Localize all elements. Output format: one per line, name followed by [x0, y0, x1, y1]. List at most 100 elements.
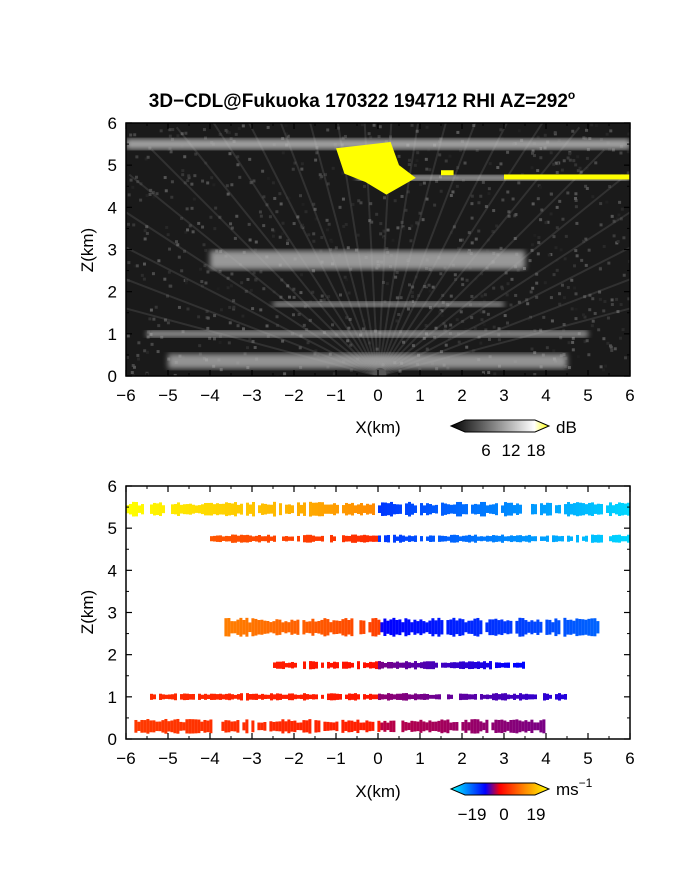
backscatter-noise-pixel: [587, 248, 591, 252]
backscatter-noise-pixel: [437, 305, 441, 309]
backscatter-noise-pixel: [145, 225, 149, 229]
backscatter-noise-pixel: [312, 202, 316, 206]
backscatter-noise-pixel: [281, 232, 285, 236]
backscatter-noise-pixel: [582, 239, 586, 243]
backscatter-noise-pixel: [449, 323, 453, 327]
velocity-pixel: [290, 721, 294, 732]
velocity-pixel: [444, 536, 447, 542]
backscatter-noise-pixel: [393, 199, 397, 203]
backscatter-colorbar-bar: [449, 419, 551, 433]
backscatter-noise-pixel: [218, 269, 222, 273]
backscatter-noise-pixel: [487, 371, 491, 375]
backscatter-noise-pixel: [144, 157, 148, 161]
velocity-ylabel: Z(km): [78, 590, 97, 634]
velocity-pixel: [219, 535, 222, 543]
backscatter-noise-pixel: [341, 136, 345, 140]
backscatter-noise-pixel: [301, 225, 305, 229]
velocity-pixel: [594, 535, 597, 543]
backscatter-noise-pixel: [168, 134, 172, 138]
backscatter-noise-pixel: [201, 179, 205, 183]
velocity-pixel: [303, 661, 306, 669]
backscatter-noise-pixel: [602, 244, 606, 248]
velocity-pixel: [470, 620, 474, 634]
backscatter-noise-pixel: [349, 368, 353, 372]
velocity-pixel: [587, 618, 591, 636]
velocity-pixel: [233, 721, 237, 732]
velocity-pixel: [369, 693, 372, 700]
backscatter-noise-pixel: [156, 350, 160, 354]
velocity-pixel: [408, 662, 411, 669]
backscatter-noise-pixel: [181, 173, 185, 177]
backscatter-noise-pixel: [281, 221, 285, 225]
velocity-pixel: [516, 503, 519, 515]
backscatter-noise-pixel: [425, 347, 429, 351]
backscatter-noise-pixel: [192, 197, 196, 201]
backscatter-noise-pixel: [459, 310, 463, 314]
backscatter-noise-pixel: [395, 296, 399, 300]
velocity-pixel: [411, 694, 414, 700]
velocity-pixel: [561, 535, 564, 542]
backscatter-noise-pixel: [389, 135, 393, 139]
backscatter-ytick-label: 5: [108, 156, 117, 175]
velocity-pixel: [591, 502, 594, 516]
velocity-pixel: [381, 502, 384, 516]
velocity-colorbar: ms−1 −19 0 19: [449, 776, 593, 824]
velocity-pixel: [515, 719, 519, 734]
velocity-pixel: [311, 618, 315, 636]
backscatter-noise-pixel: [240, 281, 244, 285]
velocity-pixel: [420, 536, 423, 542]
backscatter-noise-pixel: [535, 295, 539, 299]
velocity-pixel: [444, 503, 447, 515]
backscatter-noise-pixel: [259, 270, 263, 274]
backscatter-noise-pixel: [383, 196, 387, 200]
backscatter-noise-pixel: [136, 180, 140, 184]
backscatter-noise-pixel: [511, 197, 515, 201]
velocity-pixel: [434, 721, 438, 732]
velocity-pixel: [426, 694, 429, 700]
velocity-pixel: [534, 694, 537, 700]
velocity-pixel: [381, 661, 384, 669]
backscatter-radar-site: [374, 367, 387, 376]
backscatter-noise-pixel: [549, 296, 553, 300]
velocity-pixel: [462, 693, 465, 700]
backscatter-noise-pixel: [347, 326, 351, 330]
backscatter-noise-pixel: [166, 233, 170, 237]
backscatter-noise-pixel: [168, 128, 172, 132]
velocity-pixel: [407, 722, 411, 731]
velocity-pixel: [524, 620, 528, 635]
velocity-pixel: [471, 694, 474, 700]
velocity-pixel: [309, 661, 312, 670]
backscatter-radial-streak: [126, 211, 379, 376]
backscatter-noise-pixel: [555, 226, 559, 230]
velocity-pixel: [480, 694, 483, 700]
velocity-pixel: [437, 720, 441, 732]
backscatter-noise-pixel: [232, 307, 236, 311]
backscatter-noise-pixel: [296, 215, 300, 219]
velocity-pixel: [284, 721, 288, 732]
backscatter-noise-pixel: [369, 202, 373, 206]
backscatter-noise-pixel: [145, 194, 149, 198]
velocity-pixel: [404, 722, 408, 731]
velocity-pixel: [470, 719, 474, 734]
backscatter-radial-streak: [126, 246, 379, 376]
velocity-pixel: [438, 694, 441, 700]
backscatter-noise-pixel: [559, 248, 563, 252]
velocity-pixel: [359, 722, 363, 731]
backscatter-noise-pixel: [306, 341, 310, 345]
backscatter-noise-pixel: [139, 182, 143, 186]
backscatter-xlabel: X(km): [355, 418, 400, 437]
velocity-pixel: [590, 618, 594, 637]
backscatter-noise-pixel: [602, 337, 606, 341]
velocity-pixel: [204, 502, 207, 516]
velocity-pixel: [275, 619, 279, 636]
backscatter-noise-pixel: [248, 238, 252, 242]
velocity-pixel: [456, 662, 459, 669]
backscatter-noise-pixel: [439, 350, 443, 354]
velocity-pixel: [558, 693, 561, 701]
backscatter-noise-pixel: [415, 221, 419, 225]
velocity-pixel: [483, 661, 486, 670]
velocity-pixel: [264, 503, 267, 515]
velocity-pixel: [447, 536, 450, 541]
velocity-pixel: [546, 693, 549, 700]
backscatter-noise-pixel: [501, 198, 505, 202]
